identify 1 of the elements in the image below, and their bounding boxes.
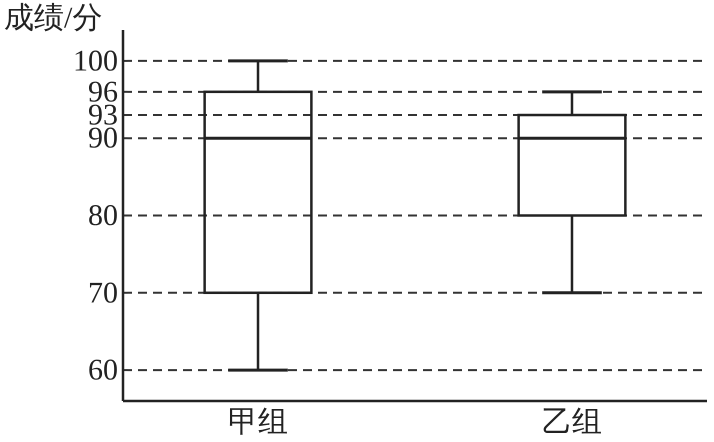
y-label: 成绩/分 [4, 2, 102, 34]
